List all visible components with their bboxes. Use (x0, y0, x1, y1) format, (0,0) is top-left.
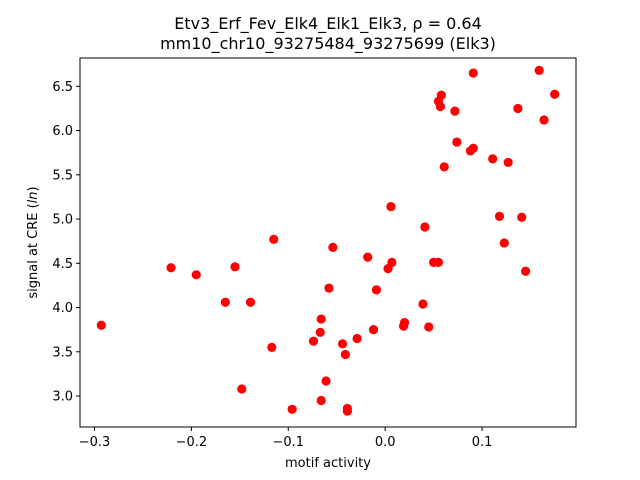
data-point (230, 262, 240, 272)
data-point (494, 211, 505, 221)
data-point (287, 404, 297, 414)
data-point (191, 270, 201, 280)
data-point (435, 102, 445, 112)
data-point (424, 322, 434, 332)
data-point (420, 222, 430, 232)
data-point (513, 103, 523, 114)
data-point (315, 327, 325, 337)
x-tick-label: 0.0 (375, 435, 396, 450)
data-point (503, 157, 513, 168)
data-point (550, 89, 560, 99)
data-point (220, 297, 230, 307)
y-tick-label: 4.5 (52, 257, 73, 272)
data-point (399, 317, 410, 328)
data-point (521, 266, 531, 276)
y-axis-label-italic: ln (26, 191, 41, 203)
data-point (363, 252, 373, 262)
data-point (368, 325, 379, 335)
plot-area (96, 65, 560, 416)
data-point (96, 320, 106, 330)
data-point (269, 234, 279, 245)
y-axis-label-suffix: ) (26, 186, 41, 191)
x-tick-label: −0.2 (176, 435, 208, 450)
data-point (166, 263, 176, 273)
data-point (468, 68, 478, 78)
data-point (316, 395, 326, 406)
chart-title-line1: Etv3_Erf_Fev_Elk4_Elk1_Elk3, ρ = 0.64 (174, 14, 482, 34)
data-point (468, 143, 478, 153)
data-point (517, 212, 527, 222)
y-tick-label: 5.5 (52, 168, 73, 183)
x-tick-label: 0.1 (472, 435, 493, 450)
data-point (237, 384, 247, 394)
y-tick-label: 3.5 (52, 345, 73, 360)
y-tick-label: 5.0 (52, 213, 73, 228)
data-point (352, 333, 362, 344)
data-point (337, 339, 348, 349)
y-tick-label: 4.0 (52, 301, 73, 316)
data-point (245, 297, 256, 307)
x-tick-label: −0.3 (79, 435, 111, 450)
x-axis-label: motif activity (285, 456, 371, 471)
data-point (450, 106, 460, 116)
data-point (328, 242, 338, 252)
data-point (371, 285, 382, 295)
y-tick-label: 6.0 (52, 124, 73, 139)
data-point (340, 349, 351, 360)
data-point (452, 137, 462, 147)
data-point (539, 115, 549, 125)
y-axis-label-prefix: signal at CRE ( (26, 203, 41, 298)
data-point (342, 406, 352, 416)
y-tick-label: 3.0 (52, 390, 73, 405)
data-point (488, 154, 498, 164)
data-point (439, 162, 449, 172)
data-point (436, 90, 446, 100)
data-point (267, 342, 277, 352)
data-point (316, 314, 326, 324)
data-point (418, 299, 428, 309)
data-point (534, 65, 544, 75)
data-point (433, 257, 444, 268)
chart-title-line2: mm10_chr10_93275484_93275699 (Elk3) (160, 34, 496, 54)
data-point (324, 283, 334, 293)
data-point (499, 238, 509, 248)
y-tick-label: 6.5 (52, 80, 73, 95)
data-point (387, 257, 397, 268)
data-point (321, 376, 331, 386)
data-point (308, 336, 319, 346)
y-axis-label: signal at CRE (ln) (26, 186, 41, 298)
data-point (386, 202, 396, 212)
x-tick-label: −0.1 (272, 435, 304, 450)
plot-frame (79, 57, 577, 428)
